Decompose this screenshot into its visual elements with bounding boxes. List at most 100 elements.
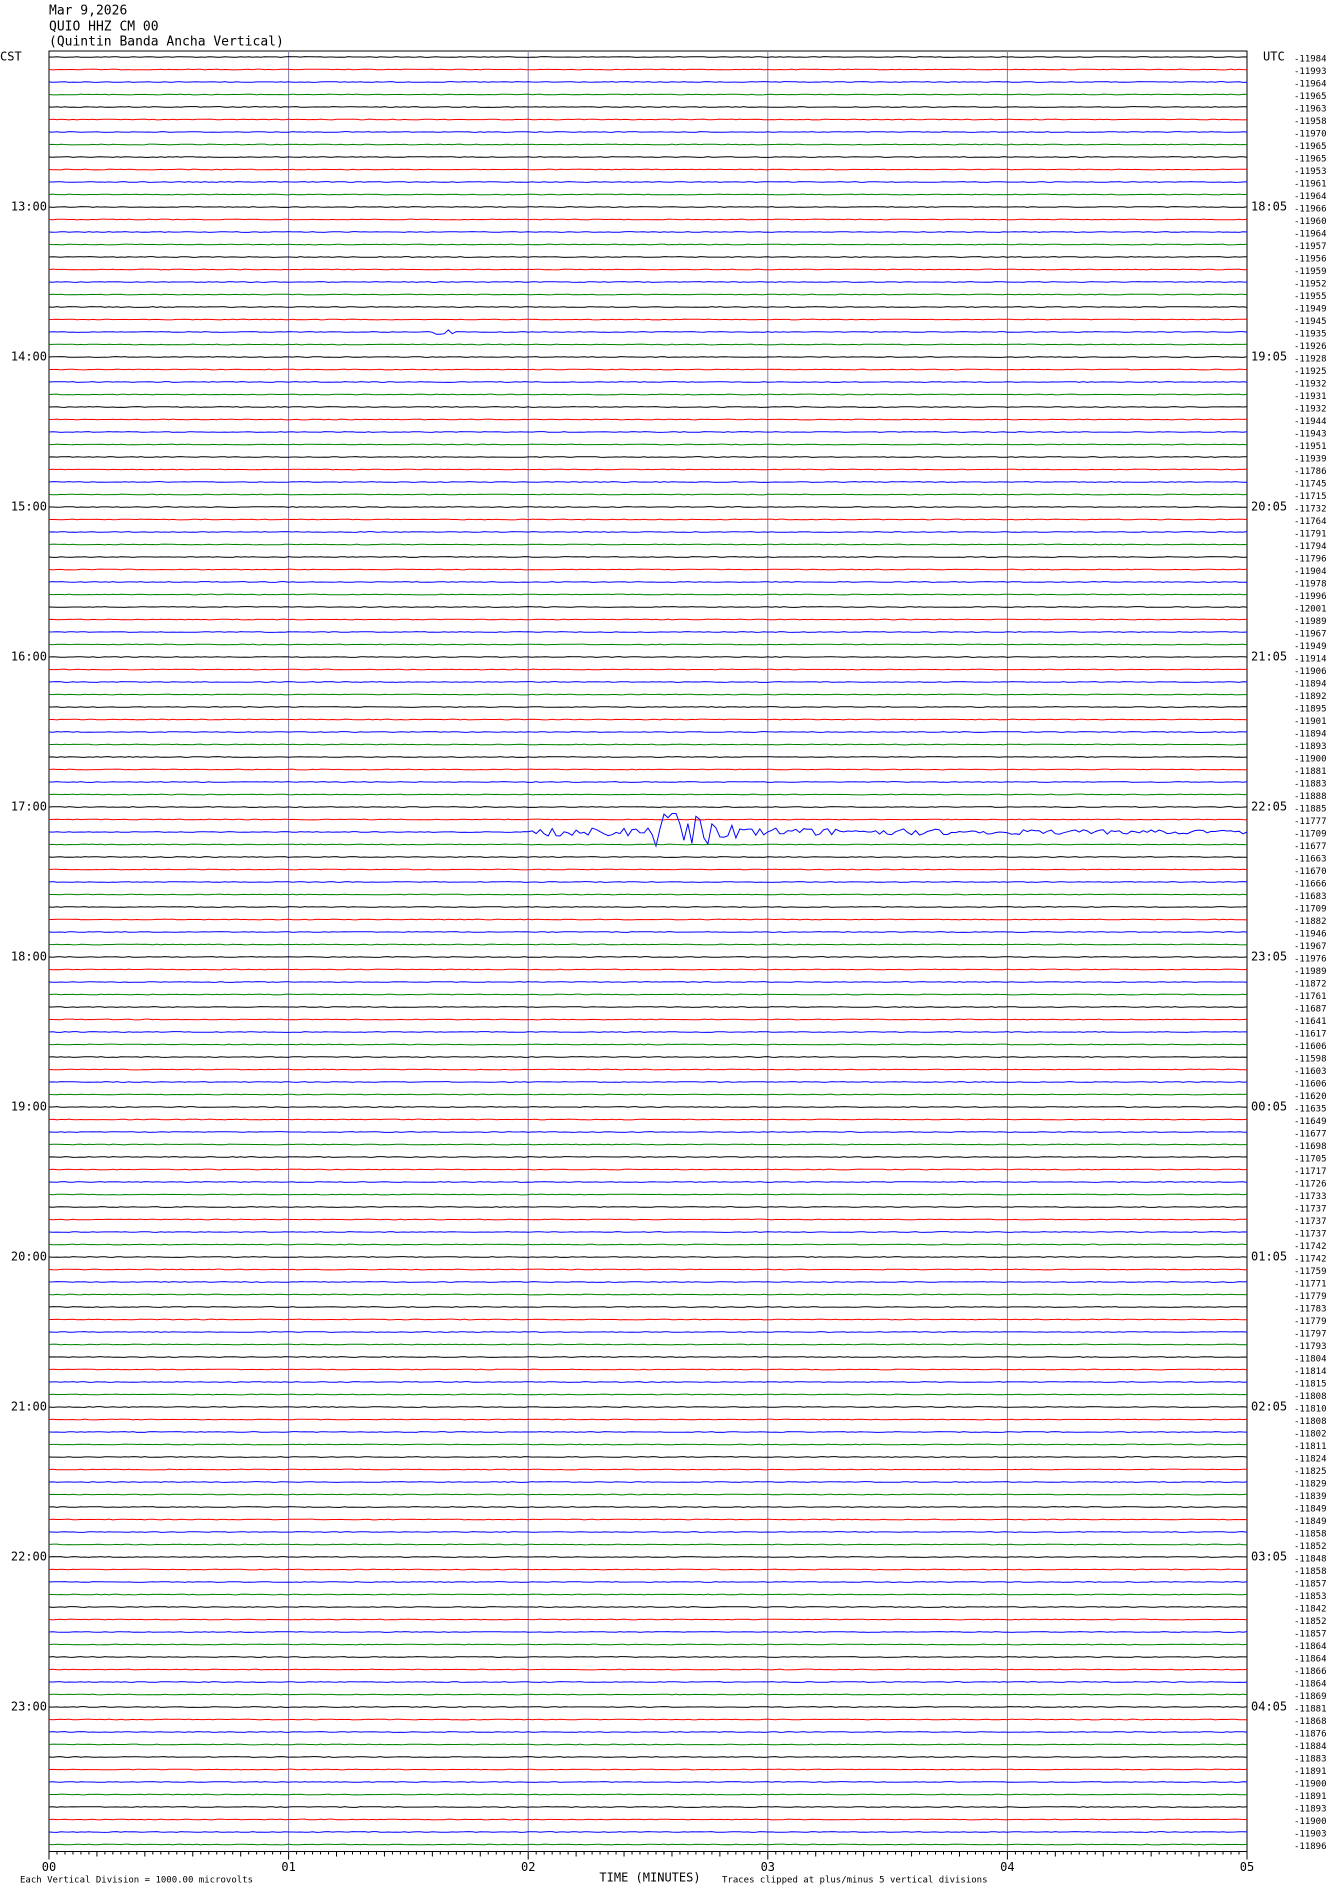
trace (48, 493, 1248, 496)
trace (48, 1243, 1248, 1246)
trace (49, 518, 1248, 521)
trace-offset: -11961 (1294, 180, 1327, 190)
trace (48, 606, 1248, 608)
trace-offset: -11868 (1294, 1717, 1327, 1727)
trace-offset: -11745 (1294, 480, 1327, 490)
trace (48, 693, 1247, 696)
trace (48, 813, 1248, 848)
trace (48, 681, 1248, 683)
trace (48, 906, 1248, 908)
trace (48, 93, 1248, 96)
trace (48, 1518, 1248, 1521)
trace (49, 1681, 1248, 1683)
trace-offset: -11804 (1294, 1355, 1327, 1365)
trace (48, 1631, 1248, 1633)
trace (49, 181, 1248, 183)
trace (48, 1381, 1248, 1383)
trace (48, 1081, 1248, 1083)
trace (48, 1093, 1248, 1096)
trace-offset: -11892 (1294, 692, 1327, 702)
trace (48, 243, 1248, 246)
trace-offset: -11951 (1294, 442, 1327, 452)
trace-offset: -11914 (1294, 655, 1327, 665)
trace (48, 556, 1248, 558)
trace (48, 1281, 1248, 1283)
trace (48, 956, 1248, 958)
trace-offset: -11957 (1294, 242, 1327, 252)
trace (48, 1668, 1248, 1671)
trace (48, 1731, 1248, 1733)
trace (48, 1368, 1248, 1371)
trace (48, 231, 1248, 233)
utc-time: 02:05 (1251, 1400, 1287, 1414)
trace (48, 431, 1248, 433)
trace-offset: -11742 (1294, 1255, 1327, 1265)
trace-offset: -11797 (1294, 1330, 1327, 1340)
trace-offset: -11858 (1294, 1567, 1327, 1577)
trace-offset: -11978 (1294, 580, 1327, 590)
trace-offset: -11900 (1294, 755, 1327, 765)
trace (48, 806, 1248, 808)
trace (48, 281, 1248, 283)
trace (48, 1656, 1247, 1658)
trace-offset: -11884 (1294, 1742, 1327, 1752)
trace-offset: -11852 (1294, 1617, 1327, 1627)
trace (48, 1543, 1248, 1546)
trace-offset: -11956 (1294, 255, 1327, 265)
trace-offset: -11976 (1294, 955, 1327, 965)
trace-offset: -11949 (1294, 642, 1327, 652)
trace-offset: -11989 (1294, 617, 1327, 627)
trace-offset: -11881 (1294, 1705, 1327, 1715)
trace (49, 1593, 1248, 1596)
trace (48, 1343, 1248, 1346)
trace (48, 218, 1248, 221)
trace-offset: -11777 (1294, 817, 1327, 827)
trace-offset: -11829 (1294, 1480, 1327, 1490)
trace-offset: -11848 (1294, 1555, 1327, 1565)
trace-offset: -11952 (1294, 280, 1327, 290)
trace-offset: -11737 (1294, 1205, 1327, 1215)
trace-offset: -11802 (1294, 1430, 1327, 1440)
trace-offset: -11666 (1294, 880, 1327, 890)
cst-time: 22:00 (11, 1550, 47, 1564)
trace-offset: -11964 (1294, 80, 1327, 90)
trace (48, 1231, 1248, 1233)
trace-offset: -11876 (1294, 1730, 1327, 1740)
trace (48, 1618, 1248, 1621)
trace-offset: -11869 (1294, 1692, 1327, 1702)
trace (48, 1181, 1248, 1183)
trace-offset: -11796 (1294, 555, 1327, 565)
trace-offset: -11737 (1294, 1230, 1327, 1240)
trace (48, 356, 1248, 358)
trace-offset: -11849 (1294, 1517, 1327, 1527)
trace-offset: -11891 (1294, 1767, 1327, 1777)
trace (48, 306, 1248, 308)
trace (48, 881, 1248, 883)
trace-offset: -11866 (1294, 1667, 1327, 1677)
trace-offset: -11894 (1294, 730, 1327, 740)
trace-offset: -11901 (1294, 717, 1327, 727)
trace (48, 1418, 1248, 1421)
trace-offset: -11965 (1294, 142, 1327, 152)
trace-offset: -11811 (1294, 1442, 1327, 1452)
trace (49, 506, 1248, 508)
trace (48, 643, 1248, 646)
trace (49, 718, 1248, 721)
trace (48, 668, 1247, 671)
trace (48, 981, 1248, 983)
trace (48, 1306, 1248, 1308)
trace (48, 1831, 1248, 1833)
cst-time: 17:00 (11, 800, 47, 814)
utc-time: 04:05 (1251, 1700, 1287, 1714)
trace (48, 1206, 1248, 1208)
trace-offset: -11857 (1294, 1630, 1327, 1640)
trace-offset: -11732 (1294, 505, 1327, 515)
trace-offset: -11709 (1294, 830, 1327, 840)
trace-offset: -12001 (1294, 605, 1327, 615)
trace (48, 1493, 1248, 1496)
trace-offset: -11935 (1294, 330, 1327, 340)
trace-offset: -11733 (1294, 1192, 1327, 1202)
trace (48, 656, 1248, 658)
trace-offset: -11928 (1294, 355, 1327, 365)
